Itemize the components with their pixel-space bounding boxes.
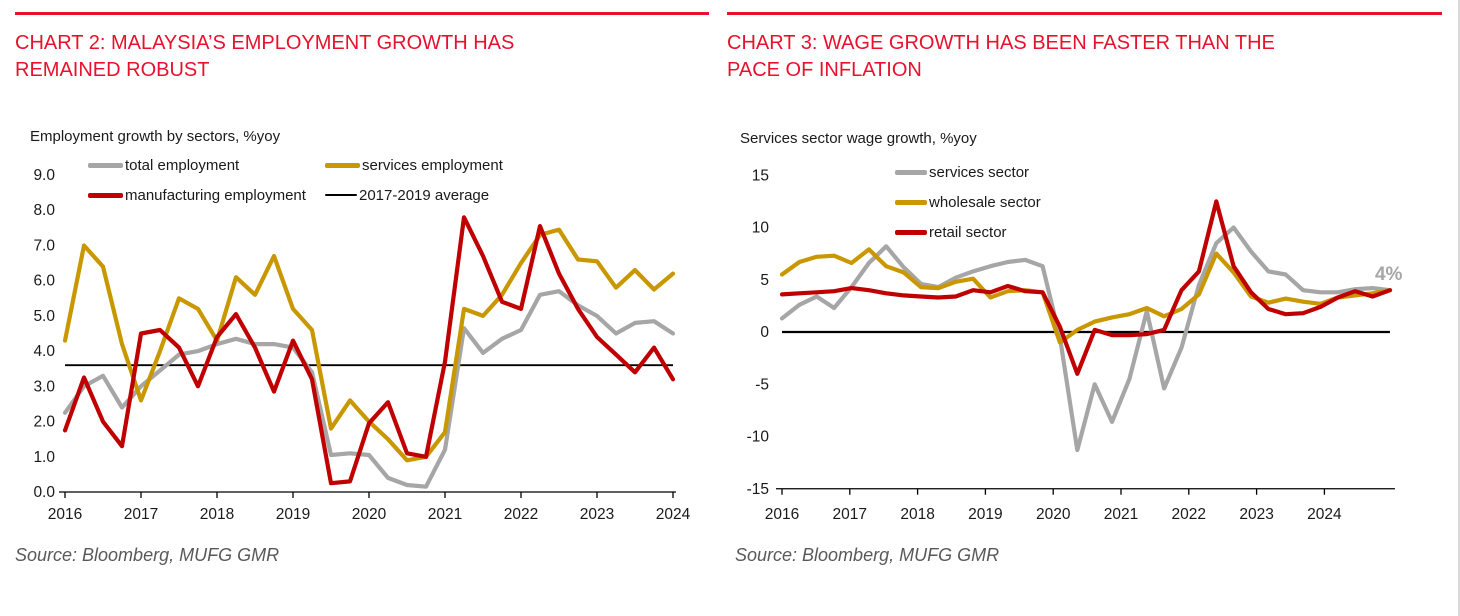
y-axis-tick-label: 0.0	[33, 484, 55, 501]
chart3-title: CHART 3: WAGE GROWTH HAS BEEN FASTER THA…	[727, 30, 1437, 84]
x-axis-tick-label: 2019	[968, 506, 1002, 523]
y-axis-tick-label: 5.0	[33, 308, 55, 325]
legend-item-wholesale-sector: wholesale sector	[895, 193, 1041, 211]
legend-item-retail-sector: retail sector	[895, 223, 1007, 241]
y-axis-tick-label: 1.0	[33, 449, 55, 466]
y-axis-tick-label: 9.0	[33, 167, 55, 184]
wholesale-sector-swatch	[895, 199, 927, 205]
chart2-title-line1: CHART 2: MALAYSIA’S EMPLOYMENT GROWTH HA…	[15, 32, 515, 54]
top-rule-right	[727, 12, 1442, 15]
page-edge-divider	[1458, 0, 1460, 616]
services-employment-swatch	[325, 162, 360, 168]
x-axis-tick-label: 2017	[124, 506, 158, 523]
chart2-plot: 9.0 8.0 7.0 6.0 5.0 4.0 3.0 2.0 1.0 0.0 2016 2017 20…	[33, 167, 691, 523]
chart2-source: Source: Bloomberg, MUFG GMR	[15, 545, 280, 565]
y-axis-tick-label: 2.0	[33, 414, 55, 431]
x-axis-tick-label: 2023	[580, 506, 614, 523]
y-axis-tick-label: 6.0	[33, 273, 55, 290]
x-axis-tick-label: 2016	[48, 506, 82, 523]
total-employment-label: total employment	[125, 156, 240, 174]
legend-item-total-employment: total employment	[88, 156, 239, 174]
x-axis-tick-label: 2021	[428, 506, 462, 523]
x-axis-tick-label: 2023	[1239, 506, 1273, 523]
total-employment-swatch	[88, 162, 123, 168]
chart2-subtitle: Employment growth by sectors, %yoy	[30, 128, 281, 145]
y-axis-tick-label: -15	[747, 481, 769, 498]
series-line-services-sector	[779, 225, 1393, 453]
retail-sector-label: retail sector	[929, 223, 1007, 241]
x-axis-tick-label: 2016	[765, 506, 799, 523]
series-line-manufacturing-employment	[62, 215, 676, 486]
y-axis-tick-label: -5	[755, 376, 769, 393]
end-value-annotation: 4%	[1375, 264, 1403, 285]
series-line-total-employment	[62, 289, 676, 489]
legend-item-manufacturing-employment: manufacturing employment	[88, 186, 306, 204]
services-sector-label: services sector	[929, 163, 1030, 181]
retail-sector-swatch	[895, 229, 927, 235]
x-axis-tick-label: 2022	[504, 506, 538, 523]
y-axis-tick-label: 7.0	[33, 237, 55, 254]
y-axis-tick-label: 8.0	[33, 202, 55, 219]
y-axis-tick-label: -10	[747, 429, 770, 446]
legend-item-services-sector: services sector	[895, 163, 1029, 181]
series-line-retail-sector	[779, 199, 1393, 376]
chart3-title-line2: PACE OF INFLATION	[727, 59, 922, 81]
x-axis-tick-label: 2017	[833, 506, 867, 523]
manufacturing-employment-swatch	[88, 192, 123, 198]
legend-item-services-employment: services employment	[325, 156, 503, 174]
y-axis-tick-label: 4.0	[33, 343, 55, 360]
chart2-title-line2: REMAINED ROBUST	[15, 59, 210, 81]
chart3-subtitle: Services sector wage growth, %yoy	[740, 130, 977, 147]
x-axis-tick-label: 2018	[200, 506, 234, 523]
legend-item-average: 2017-2019 average	[325, 186, 489, 204]
services-sector-swatch	[895, 169, 927, 175]
y-axis-tick-label: 5	[760, 272, 769, 289]
manufacturing-employment-label: manufacturing employment	[125, 186, 306, 204]
x-axis-tick-label: 2020	[1036, 506, 1071, 523]
average-line-label: 2017-2019 average	[359, 186, 490, 204]
x-axis-tick-label: 2024	[1307, 506, 1342, 523]
x-axis-tick-label: 2020	[352, 506, 387, 523]
series-line-wholesale-sector	[779, 247, 1393, 345]
y-axis-tick-label: 3.0	[33, 378, 55, 395]
y-axis-tick-label: 10	[752, 220, 770, 237]
x-axis-tick-label: 2019	[276, 506, 310, 523]
chart3-plot: 15 10 5 0 -5 -10 -15 2016 2017 2018 2019 2020 2021 20…	[747, 167, 1403, 523]
x-axis-tick-label: 2024	[656, 506, 691, 523]
services-employment-label: services employment	[362, 156, 503, 174]
chart3-title-line1: CHART 3: WAGE GROWTH HAS BEEN FASTER THA…	[727, 32, 1275, 54]
chart3-source: Source: Bloomberg, MUFG GMR	[735, 545, 1000, 565]
chart2-title: CHART 2: MALAYSIA’S EMPLOYMENT GROWTH HA…	[15, 30, 705, 84]
wholesale-sector-label: wholesale sector	[929, 193, 1041, 211]
average-line-swatch	[325, 194, 357, 196]
top-rule-left	[15, 12, 709, 15]
x-axis-tick-label: 2018	[900, 506, 934, 523]
x-axis-tick-label: 2021	[1104, 506, 1138, 523]
x-axis-tick-label: 2022	[1172, 506, 1206, 523]
y-axis-tick-label: 0	[760, 324, 769, 341]
y-axis-tick-label: 15	[752, 167, 769, 184]
